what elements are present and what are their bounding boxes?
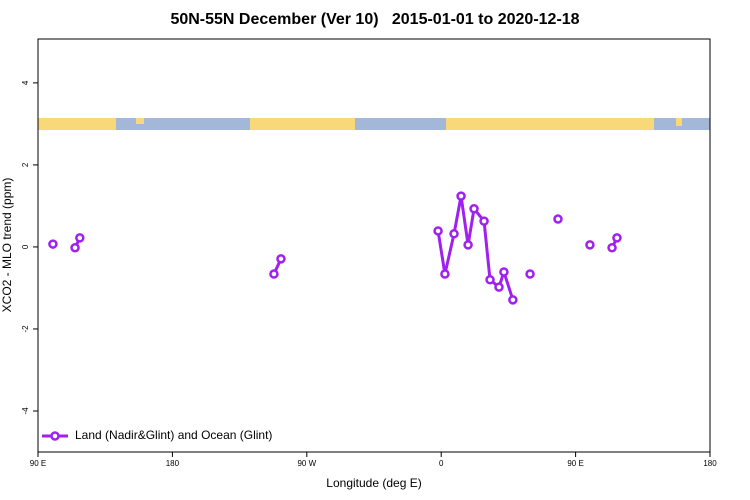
point [440,269,450,279]
point [463,240,473,250]
x-tick-label: 180 [166,459,180,468]
point [469,204,479,214]
x-axis-label: Longitude (deg E) [326,476,421,490]
point [449,229,459,239]
point [485,274,495,285]
point [70,243,80,253]
point [499,267,509,277]
land-ocean-strip [38,118,710,130]
y-axis-label: XCO2 - MLO trend (ppm) [0,178,14,313]
x-tick-label: 180 [703,459,717,468]
point [269,269,279,279]
legend-marker [50,431,60,441]
y-tick-label: -4 [21,407,30,415]
x-tick-label: 90 E [30,459,46,468]
point [48,239,58,249]
point [508,295,518,305]
x-tick-label: 90 W [297,459,316,468]
y-tick-label: -2 [21,325,30,333]
point [553,214,563,224]
point [276,254,286,264]
point [525,269,535,279]
point [612,233,622,243]
point [433,226,443,236]
y-tick-label: 4 [21,80,30,85]
legend-label: Land (Nadir&Glint) and Ocean (Glint) [75,428,272,442]
y-tick-label: 0 [21,244,30,249]
point [607,243,617,253]
chart-title: 50N-55N December (Ver 10) 2015-01-01 to … [170,11,579,28]
x-tick-label: 0 [439,459,444,468]
point [494,282,504,292]
plot-frame [37,38,711,453]
x-tick-label: 90 E [567,459,583,468]
y-tick-label: 2 [21,162,30,167]
point [75,233,85,243]
point [479,216,489,226]
point [585,240,595,250]
point [456,191,466,201]
